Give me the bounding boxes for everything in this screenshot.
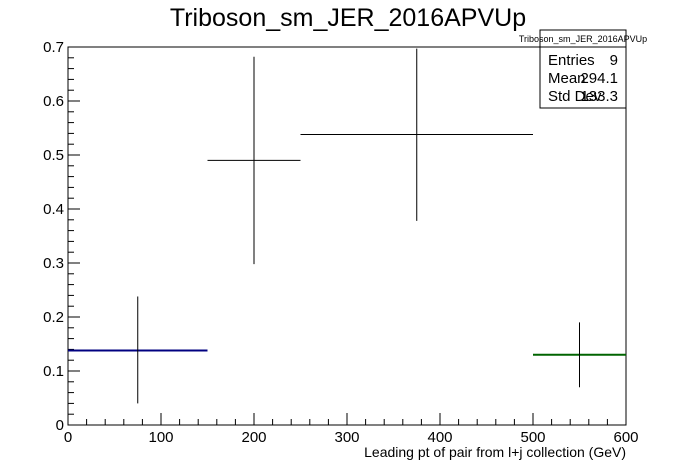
stats-row-value: 133.3	[580, 88, 618, 105]
x-axis-label: Leading pt of pair from l+j collection (…	[364, 444, 626, 460]
stats-row-value: 9	[610, 52, 618, 69]
stats-row-value: 294.1	[580, 70, 618, 87]
x-tick-label: 400	[427, 429, 452, 446]
x-tick-label: 0	[64, 429, 72, 446]
stats-row-label: Mean	[548, 70, 586, 87]
y-tick-label: 0.7	[43, 39, 64, 56]
data-point	[207, 56, 301, 265]
y-tick-label: 0.1	[43, 363, 64, 380]
x-tick-label: 600	[613, 429, 638, 446]
chart-title: Triboson_sm_JER_2016APVUp	[170, 4, 526, 32]
tick-labels: 0 100 200 300 400 500 600 0 0.1 0.2 0.3 0.4 0.5 0.6 0.…	[43, 39, 638, 446]
y-tick-label: 0	[56, 417, 64, 434]
x-tick-label: 100	[148, 429, 173, 446]
stats-box-frame	[539, 29, 627, 109]
stats-box: Triboson_sm_JER_2016APVUp Entries 9 Mean29…	[519, 29, 647, 109]
data-points	[68, 48, 626, 404]
y-tick-label: 0.5	[43, 147, 64, 164]
y-tick-label: 0.2	[43, 309, 64, 326]
stats-box-title: Triboson_sm_JER_2016APVUp	[519, 34, 647, 44]
stats-row-label: Std Dev	[548, 88, 602, 105]
stats-row-label: Entries	[548, 52, 595, 69]
x-tick-label: 200	[241, 429, 266, 446]
y-tick-label: 0.3	[43, 255, 64, 272]
y-tick-label: 0.4	[43, 201, 64, 218]
axis-ticks	[67, 46, 627, 426]
data-point	[533, 322, 626, 388]
y-tick-label: 0.6	[43, 93, 64, 110]
x-tick-label: 500	[520, 429, 545, 446]
x-tick-label: 300	[334, 429, 359, 446]
data-point	[300, 48, 533, 221]
data-point	[68, 296, 208, 404]
